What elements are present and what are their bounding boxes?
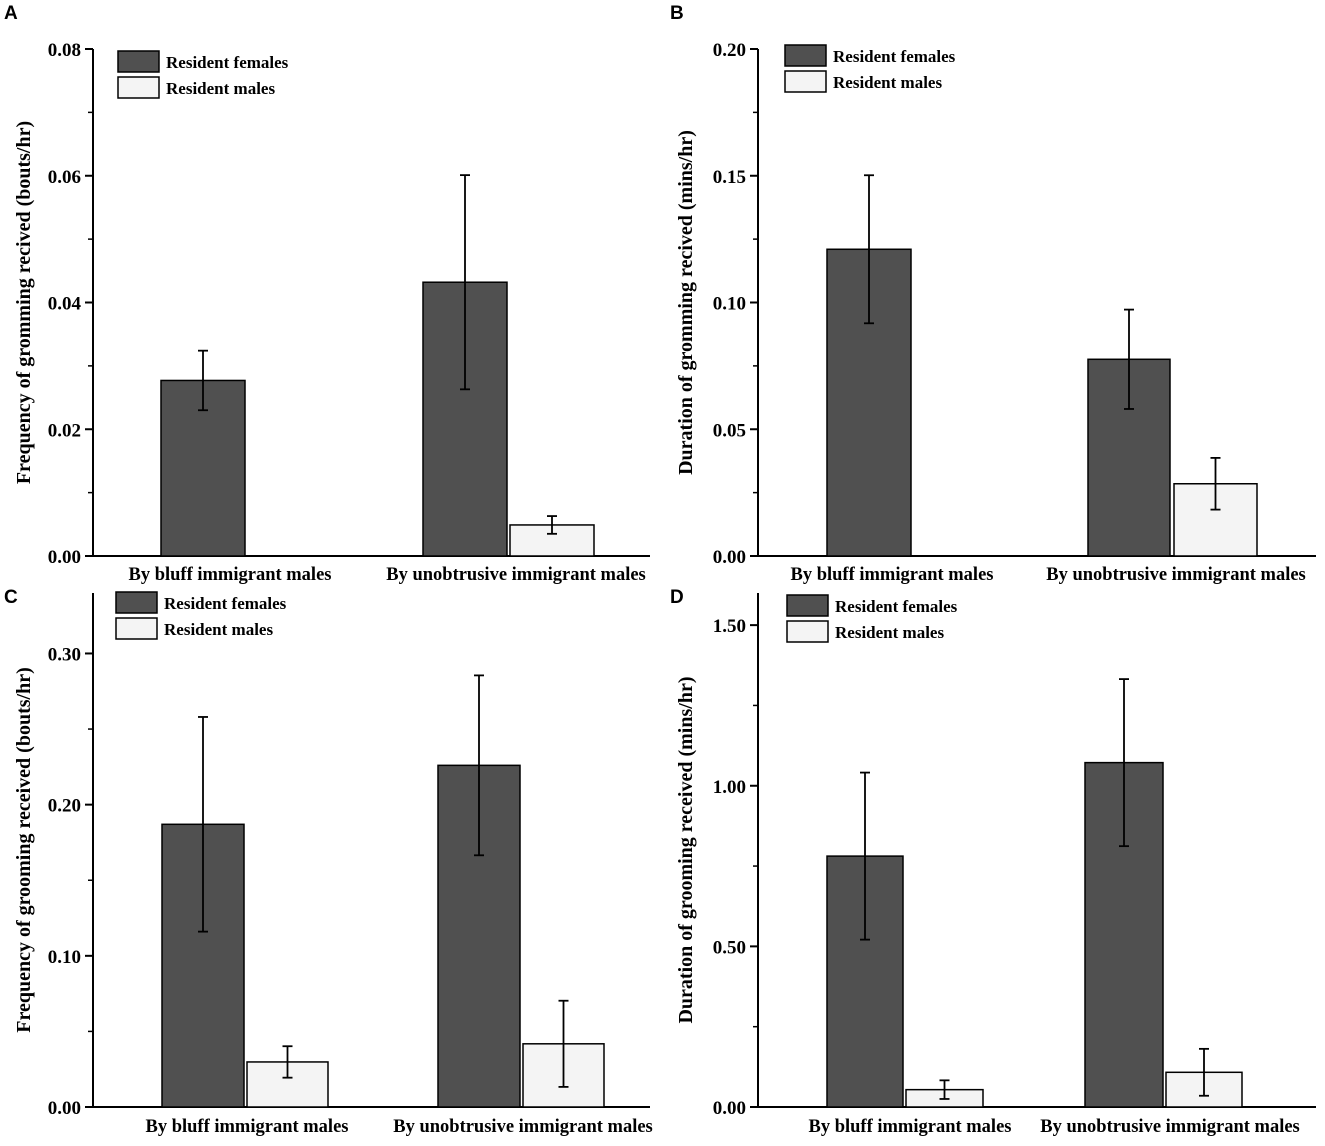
- x-category-label: By unobtrusive immigrant males: [393, 1117, 653, 1137]
- chart-panel-a: A 0.00 0.02 0.04 0.06 0.08 Frequency of grommi…: [4, 3, 650, 585]
- panel-label: D: [670, 587, 684, 608]
- legend-label: Resident males: [833, 73, 942, 92]
- legend-label: Resident females: [833, 47, 956, 66]
- chart-panel-d: D 0.00 0.50 1.00 1.50 Duration of grooming re…: [670, 587, 1316, 1137]
- legend-label: Resident females: [166, 53, 289, 72]
- legend-label: Resident females: [164, 594, 287, 613]
- y-tick-label: 0.05: [713, 420, 746, 441]
- x-category-label: By bluff immigrant males: [129, 565, 332, 585]
- y-tick-label: 0.04: [48, 294, 82, 315]
- y-axis-label: Duration of gromming recived (mins/hr): [675, 130, 697, 475]
- y-tick-label: 0.08: [48, 40, 81, 61]
- y-tick-label: 0.00: [48, 547, 81, 568]
- legend-swatch-males: [784, 70, 827, 93]
- y-tick-label: 0.50: [713, 937, 746, 958]
- chart-panel-b: B 0.00 0.05 0.10 0.15 0.20 Duration of grommin…: [670, 3, 1316, 585]
- y-tick-label: 1.50: [713, 616, 746, 637]
- y-axis-label: Frequency of grooming received (bouts/hr…: [13, 667, 35, 1033]
- panel-label: C: [4, 587, 18, 608]
- y-tick-label: 0.06: [48, 167, 81, 188]
- y-axis-label: Duration of grooming received (mins/hr): [675, 676, 697, 1023]
- legend-label: Resident males: [835, 623, 944, 642]
- panel-label: B: [670, 3, 684, 24]
- x-category-label: By bluff immigrant males: [809, 1117, 1012, 1137]
- legend-label: Resident females: [835, 597, 958, 616]
- y-tick-label: 0.10: [48, 947, 81, 968]
- legend-label: Resident males: [164, 620, 273, 639]
- y-tick-label: 0.02: [48, 420, 81, 441]
- legend-swatch-females: [115, 591, 158, 614]
- y-tick-label: 0.00: [713, 547, 746, 568]
- legend-swatch-males: [115, 617, 158, 640]
- legend-swatch-males: [117, 76, 160, 99]
- x-category-label: By bluff immigrant males: [146, 1117, 349, 1137]
- x-category-label: By unobtrusive immigrant males: [1040, 1117, 1300, 1137]
- panel-label: A: [4, 3, 18, 24]
- y-tick-label: 0.20: [713, 40, 746, 61]
- legend-label: Resident males: [166, 79, 275, 98]
- x-category-label: By unobtrusive immigrant males: [1046, 565, 1306, 585]
- y-tick-label: 1.00: [713, 777, 746, 798]
- x-category-label: By bluff immigrant males: [791, 565, 994, 585]
- y-tick-label: 0.15: [713, 167, 746, 188]
- legend-swatch-females: [786, 594, 829, 617]
- y-tick-label: 0.20: [48, 796, 81, 817]
- chart-panel-c: C 0.00 0.10 0.20 0.30 Frequency of grooming r…: [4, 587, 653, 1137]
- y-axis-label: Frequency of gromming recived (bouts/hr): [13, 121, 35, 484]
- x-category-label: By unobtrusive immigrant males: [386, 565, 646, 585]
- legend-swatch-females: [117, 50, 160, 73]
- y-tick-label: 0.00: [48, 1098, 81, 1119]
- y-tick-label: 0.00: [713, 1098, 746, 1119]
- legend-swatch-males: [786, 620, 829, 643]
- legend-swatch-females: [784, 44, 827, 67]
- y-tick-label: 0.10: [713, 294, 746, 315]
- y-tick-label: 0.30: [48, 644, 81, 665]
